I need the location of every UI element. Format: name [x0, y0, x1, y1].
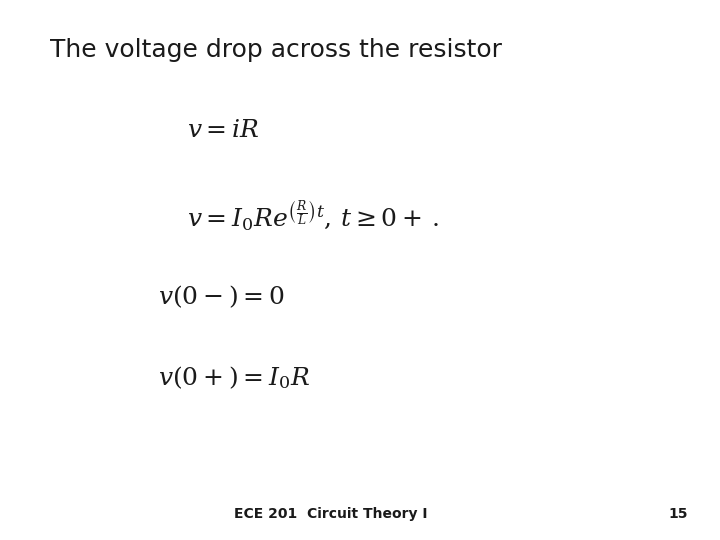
Text: $v(0+) = I_0 R$: $v(0+) = I_0 R$ — [158, 364, 310, 391]
Text: $v = iR$: $v = iR$ — [187, 118, 260, 141]
Text: $v = I_0 Re^{\left(\frac{R}{L}\right)t},\, t \geq 0+\,.$: $v = I_0 Re^{\left(\frac{R}{L}\right)t},… — [187, 198, 439, 234]
Text: 15: 15 — [668, 507, 688, 521]
Text: ECE 201  Circuit Theory I: ECE 201 Circuit Theory I — [235, 507, 428, 521]
Text: The voltage drop across the resistor: The voltage drop across the resistor — [50, 38, 503, 62]
Text: $v(0-) = 0$: $v(0-) = 0$ — [158, 284, 285, 310]
